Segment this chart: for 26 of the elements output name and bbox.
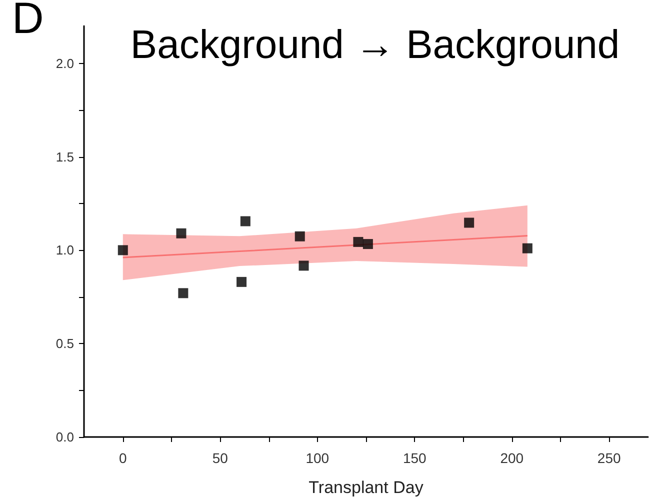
chart-title: Background → Background: [130, 23, 620, 67]
x-tick-label: 150: [402, 450, 427, 466]
point: [353, 236, 364, 247]
point: [294, 231, 305, 242]
y-tick-label: 2.0: [56, 56, 74, 71]
y-tick-label: 0.5: [56, 336, 74, 352]
text: 0.0: [56, 430, 74, 444]
point: [362, 239, 373, 250]
point: [298, 260, 309, 271]
text: D: [12, 0, 44, 44]
point: [240, 216, 250, 226]
x-axis-title: Transplant Day: [308, 478, 424, 497]
point: [464, 218, 474, 228]
y-tick-label: 1.0: [56, 242, 74, 258]
point: [522, 243, 532, 254]
point: [176, 228, 186, 238]
x-tick-label: 100: [306, 450, 330, 466]
line-series: [122, 235, 528, 258]
point: [178, 288, 188, 298]
x-tick-label: 250: [597, 450, 621, 466]
x-tick-label: 0: [119, 450, 127, 466]
x-tick-label: 50: [212, 450, 228, 466]
point: [118, 245, 128, 256]
x-tick-label: 200: [500, 450, 524, 466]
y-tick-label: 1.5: [56, 149, 74, 164]
point: [236, 276, 247, 287]
